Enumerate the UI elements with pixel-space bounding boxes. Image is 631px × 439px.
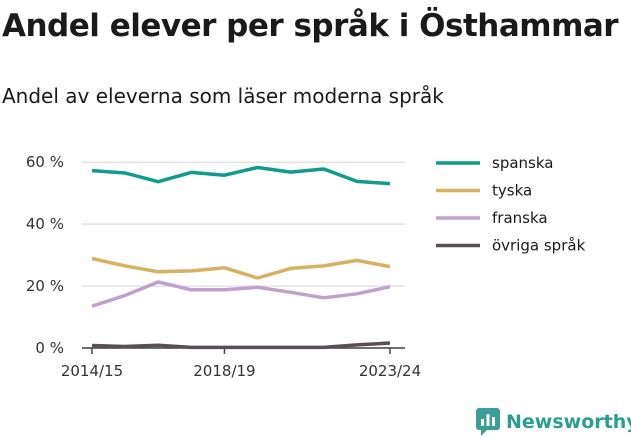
series-line-1 bbox=[91, 256, 391, 280]
legend: spanska tyska franska övriga språk bbox=[436, 154, 586, 255]
x-tick-label: 2014/15 bbox=[61, 362, 123, 380]
grid-lines bbox=[82, 161, 405, 349]
x-tick-label: 2023/24 bbox=[359, 362, 421, 380]
y-tick-label: 0 % bbox=[35, 339, 64, 357]
x-tick-label: 2018/19 bbox=[193, 362, 255, 380]
newsworthy-logo-icon bbox=[476, 408, 500, 436]
series-line-2 bbox=[91, 280, 391, 308]
legend-label: tyska bbox=[492, 182, 532, 200]
legend-label: spanska bbox=[492, 154, 553, 172]
brand-name: Newsworthy bbox=[506, 411, 631, 433]
series-lines bbox=[91, 165, 391, 350]
newsworthy-brand: Newsworthy bbox=[476, 408, 631, 436]
y-tick-label: 20 % bbox=[26, 277, 64, 295]
y-tick-label: 40 % bbox=[26, 215, 64, 233]
axes: 0 % 20 % 40 % 60 % 2014/15 2018/19 2023/24 bbox=[26, 153, 421, 380]
chart-subtitle: Andel av eleverna som läser moderna språ… bbox=[2, 84, 444, 108]
legend-label: övriga språk bbox=[492, 237, 586, 255]
series-line-0 bbox=[91, 165, 391, 186]
legend-label: franska bbox=[492, 209, 548, 227]
y-tick-label: 60 % bbox=[26, 153, 64, 171]
series-line-3 bbox=[91, 341, 391, 350]
chart-title: Andel elever per språk i Östhammar bbox=[2, 8, 619, 44]
